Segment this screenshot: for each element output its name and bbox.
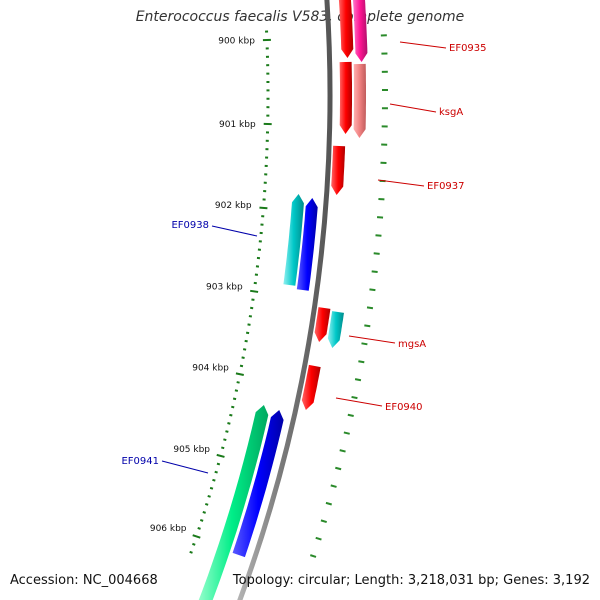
outer-tick: [366, 306, 374, 310]
outer-tick: [343, 431, 350, 435]
outer-tick: [330, 484, 337, 488]
outer-tick: [347, 413, 354, 417]
minor-tick: [245, 331, 250, 335]
minor-tick: [204, 502, 209, 506]
minor-tick: [239, 364, 244, 368]
minor-tick: [232, 397, 237, 401]
major-tick: [235, 372, 244, 376]
gene-arrow-ef0935-a[interactable]: [338, 0, 354, 58]
minor-tick: [234, 389, 239, 392]
minor-tick: [221, 446, 225, 450]
major-tick: [259, 206, 268, 210]
minor-tick: [236, 381, 240, 384]
gene-labels: EF0935 ksgA EF0937 EF0938 mgsA EF0940 EF0941: [121, 41, 487, 474]
gene-label-mgsa[interactable]: mgsA: [398, 339, 426, 350]
minor-tick: [241, 356, 245, 359]
leader-line: [399, 41, 447, 49]
outer-tick: [351, 395, 358, 400]
minor-tick: [212, 478, 216, 482]
gene-label-ef0937[interactable]: EF0937: [427, 181, 465, 192]
kbp-label: 906 kbp: [150, 524, 187, 534]
map-title: Enterococcus faecalis V583, complete gen…: [135, 9, 465, 25]
minor-tick: [229, 413, 233, 417]
minor-tick: [225, 430, 229, 433]
gene-arrow-ef0938-a[interactable]: [296, 198, 318, 291]
outer-tick: [358, 360, 365, 364]
gene-arrow-ef0940[interactable]: [301, 364, 321, 410]
outer-tick: [320, 519, 327, 524]
gene-arrow-ksga-a[interactable]: [339, 61, 352, 134]
gene-label-ef0941[interactable]: EF0941: [121, 456, 159, 467]
leader-line: [389, 103, 437, 113]
minor-tick: [209, 486, 214, 490]
outer-tick: [371, 270, 378, 274]
outer-tick: [373, 252, 380, 255]
outer-tick: [369, 288, 376, 292]
outer-tick: [364, 324, 371, 328]
major-tick: [216, 453, 225, 458]
minor-tick: [199, 519, 204, 522]
outer-tick: [354, 378, 362, 382]
leader-line: [211, 225, 258, 237]
outer-tick: [309, 554, 317, 558]
genome-backbone: [237, 0, 333, 600]
minor-tick: [197, 527, 201, 530]
gene-arrow-ef0937[interactable]: [331, 145, 346, 195]
gene-arrow-mgsa[interactable]: [327, 311, 344, 348]
minor-tick: [216, 462, 221, 466]
gene-arrow-ef0935[interactable]: [352, 0, 368, 62]
outer-tick: [335, 466, 342, 471]
outer-tick: [361, 342, 368, 346]
leader-line: [348, 335, 396, 344]
leader-line: [335, 397, 383, 407]
gene-arrow-ef0941[interactable]: [196, 405, 269, 600]
kbp-label: 901 kbp: [219, 120, 256, 130]
leader-line: [161, 460, 209, 474]
gene-label-ef0938[interactable]: EF0938: [171, 220, 209, 231]
kbp-label: 900 kbp: [218, 36, 255, 46]
kbp-label: 902 kbp: [215, 201, 252, 211]
minor-tick: [202, 511, 206, 514]
leader-line: [377, 179, 425, 187]
kbp-label: 903 kbp: [206, 282, 243, 292]
kbp-label: 905 kbp: [173, 445, 210, 455]
outer-tick: [375, 234, 382, 237]
gene-label-ksga[interactable]: ksgA: [439, 107, 463, 118]
major-tick: [192, 534, 201, 539]
gene-arrow-mgsa-a[interactable]: [314, 307, 331, 342]
kbp-label: 904 kbp: [192, 364, 229, 374]
gene-arrow-ef0938[interactable]: [283, 194, 304, 286]
minor-tick: [189, 550, 193, 554]
gene-features: [196, 0, 368, 600]
minor-tick: [207, 494, 211, 498]
outer-tick: [339, 449, 346, 453]
minor-tick: [192, 542, 196, 546]
gene-label-ef0940[interactable]: EF0940: [385, 402, 423, 413]
genome-summary: Topology: circular; Length: 3,218,031 bp…: [232, 573, 590, 588]
gene-arrow-ef0941-a[interactable]: [232, 410, 284, 558]
minor-tick: [227, 422, 231, 425]
minor-tick: [244, 339, 248, 343]
minor-tick: [214, 470, 218, 474]
outer-tick: [325, 501, 332, 506]
accession-label: Accession: NC_004668: [10, 573, 158, 588]
gene-label-ef0935[interactable]: EF0935: [449, 43, 487, 54]
minor-tick: [242, 348, 247, 351]
outer-tick: [315, 536, 322, 541]
minor-tick: [231, 405, 235, 409]
major-tick: [250, 289, 259, 293]
gene-arrow-ksga[interactable]: [353, 63, 366, 138]
minor-tick: [223, 438, 227, 442]
